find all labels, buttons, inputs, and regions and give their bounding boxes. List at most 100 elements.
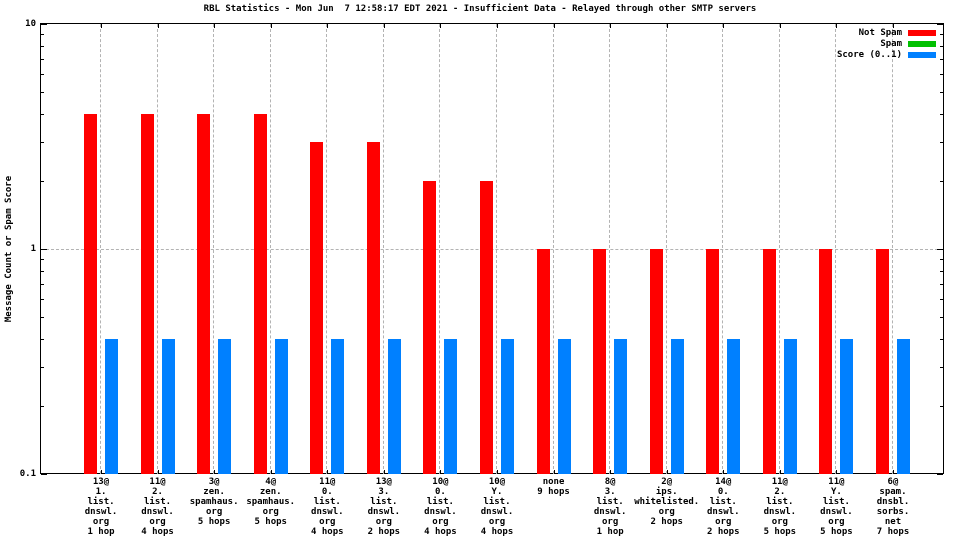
y-minor-tick [41,339,44,340]
x-tick [158,24,159,28]
x-tick [101,24,102,28]
y-minor-tick [41,114,44,115]
bar-score-0-1- [444,339,457,474]
bar-score-0-1- [501,339,514,474]
x-tick-label: 11@ 2. list. dnswl. org 4 hops [141,477,174,537]
x-tick [836,24,837,28]
x-tick-label: 11@ Y. list. dnswl. org 5 hops [820,477,853,537]
x-tick-label: none 9 hops [537,477,570,497]
y-minor-tick [41,284,44,285]
y-tick-label: 1 [30,244,36,254]
bar-score-0-1- [784,339,797,474]
y-minor-tick [940,317,943,318]
x-tick [667,24,668,28]
bar-not-spam [537,249,550,474]
y-minor-tick [41,317,44,318]
bar-score-0-1- [388,339,401,474]
bar-score-0-1- [105,339,118,474]
legend-entry: Spam [837,38,936,49]
y-minor-tick [41,46,44,47]
bar-not-spam [367,142,380,474]
bar-not-spam [876,249,889,474]
x-tick [271,24,272,28]
x-tick-label: 4@ zen. spamhaus. org 5 hops [246,477,296,527]
bar-score-0-1- [897,339,910,474]
x-tick [101,470,102,474]
x-tick [667,470,668,474]
x-tick [327,470,328,474]
x-tick [610,470,611,474]
bar-score-0-1- [671,339,684,474]
y-minor-tick [940,46,943,47]
y-minor-tick [940,142,943,143]
bar-not-spam [197,114,210,474]
y-minor-tick [41,367,44,368]
x-tick [384,24,385,28]
plot-area [41,24,943,475]
bar-not-spam [480,181,493,474]
x-tick [554,470,555,474]
y-minor-tick [940,114,943,115]
bar-score-0-1- [162,339,175,474]
y-minor-tick [41,271,44,272]
x-tick-label: 10@ 0. list. dnswl. org 4 hops [424,477,457,537]
y-minor-tick [41,59,44,60]
x-tick-label: 11@ 2. list. dnswl. org 5 hops [763,477,797,537]
x-tick [497,24,498,28]
bar-score-0-1- [727,339,740,474]
y-minor-tick [940,367,943,368]
y-major-tick [937,474,943,475]
x-tick-label: 13@ 3. list. dnswl. org 2 hops [367,477,401,537]
x-tick [610,24,611,28]
bar-not-spam [763,249,776,474]
y-minor-tick [41,406,44,407]
y-major-tick [41,24,47,25]
y-minor-tick [940,92,943,93]
y-minor-tick [940,271,943,272]
y-minor-tick [940,339,943,340]
x-tick [440,24,441,28]
x-tick-label: 10@ Y. list. dnswl. org 4 hops [480,477,514,537]
x-tick-label: 6@ spam. dnsbl. sorbs. net 7 hops [876,477,910,537]
bar-not-spam [593,249,606,474]
x-tick-label: 14@ 0. list. dnswl. org 2 hops [707,477,740,537]
x-tick [327,24,328,28]
y-minor-tick [940,406,943,407]
legend: Not Spam Spam Score (0..1) [837,27,936,60]
y-major-tick [41,474,47,475]
bar-score-0-1- [218,339,231,474]
legend-label: Spam [880,38,902,49]
y-major-tick [937,249,943,250]
chart-title: RBL Statistics - Mon Jun 7 12:58:17 EDT … [203,4,757,14]
x-tick [723,24,724,28]
y-minor-tick [41,181,44,182]
y-major-tick [937,24,943,25]
legend-entry: Score (0..1) [837,49,936,60]
x-tick [554,24,555,28]
x-tick [497,470,498,474]
x-tick [214,24,215,28]
bar-score-0-1- [558,339,571,474]
x-tick [158,470,159,474]
x-tick-label: 13@ 1. list. dnswl. org 1 hop [84,477,118,537]
y-minor-tick [940,74,943,75]
y-major-tick [41,249,47,250]
bar-score-0-1- [614,339,627,474]
y-tick-label: 10 [25,19,36,29]
y-minor-tick [41,34,44,35]
y-tick-label: 0.1 [19,469,36,479]
bar-not-spam [706,249,719,474]
x-tick [723,470,724,474]
bar-score-0-1- [331,339,344,474]
bar-score-0-1- [840,339,853,474]
x-tick-label: 11@ 0. list. dnswl. org 4 hops [311,477,344,537]
x-tick [271,470,272,474]
y-minor-tick [41,259,44,260]
x-tick [440,470,441,474]
legend-entry: Not Spam [837,27,936,38]
y-minor-tick [41,299,44,300]
legend-swatch [908,40,936,47]
y-minor-tick [940,59,943,60]
x-tick [780,470,781,474]
